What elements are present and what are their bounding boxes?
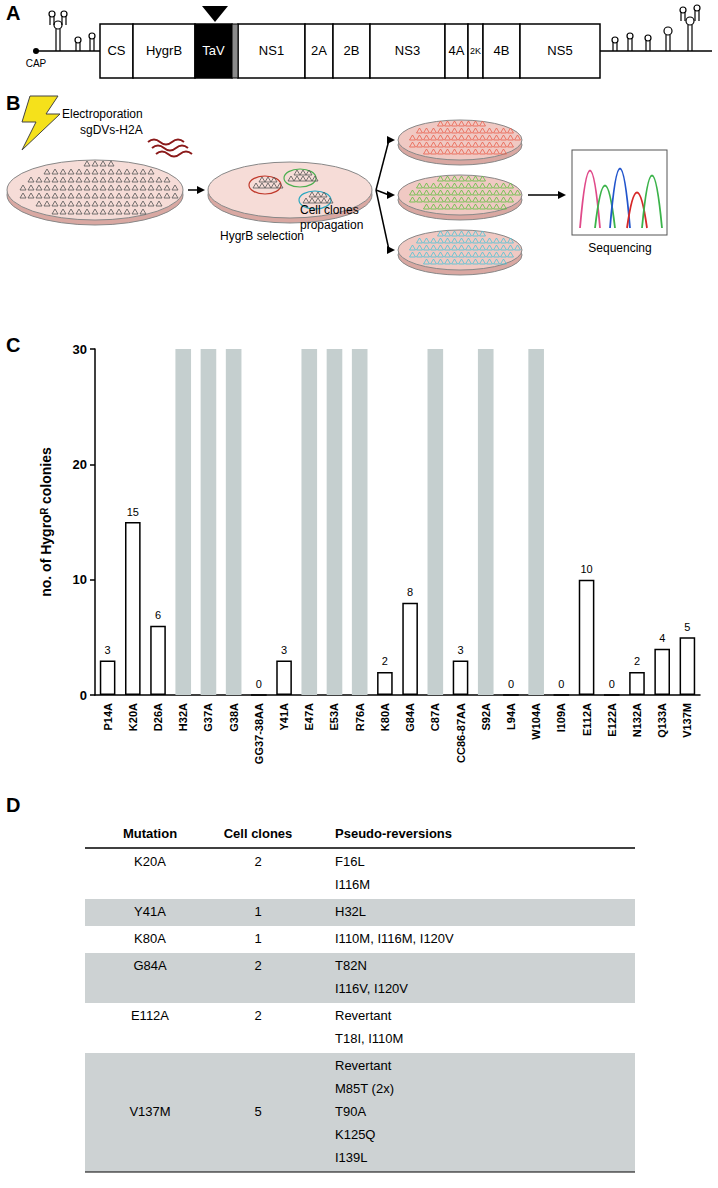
svg-text:TaV: TaV bbox=[202, 43, 225, 58]
svg-text:NS5: NS5 bbox=[547, 43, 572, 58]
svg-text:C: C bbox=[6, 334, 20, 356]
svg-text:D: D bbox=[6, 794, 20, 816]
svg-text:Pseudo-reversions: Pseudo-reversions bbox=[335, 826, 452, 841]
svg-text:5: 5 bbox=[254, 1104, 261, 1119]
svg-text:E122A: E122A bbox=[606, 703, 618, 737]
svg-text:NS1: NS1 bbox=[259, 43, 284, 58]
svg-text:B: B bbox=[6, 92, 20, 114]
svg-text:I109A: I109A bbox=[555, 703, 567, 732]
svg-text:I116V, I120V: I116V, I120V bbox=[335, 981, 408, 996]
svg-text:Y41A: Y41A bbox=[134, 904, 166, 919]
svg-text:2: 2 bbox=[382, 655, 388, 667]
svg-text:8: 8 bbox=[407, 586, 413, 598]
svg-text:E112A: E112A bbox=[581, 703, 593, 736]
svg-text:30: 30 bbox=[73, 342, 87, 357]
svg-text:Cell clones: Cell clones bbox=[300, 203, 359, 217]
svg-text:V137M: V137M bbox=[129, 1104, 170, 1119]
svg-text:Q133A: Q133A bbox=[656, 703, 668, 738]
svg-text:K80A: K80A bbox=[379, 703, 391, 731]
svg-text:I139L: I139L bbox=[335, 1150, 368, 1165]
svg-text:propagation: propagation bbox=[300, 218, 363, 232]
svg-text:10: 10 bbox=[580, 563, 592, 575]
svg-text:0: 0 bbox=[508, 678, 514, 690]
svg-text:10: 10 bbox=[73, 572, 87, 587]
svg-text:N132A: N132A bbox=[631, 703, 643, 737]
svg-text:no. of Hygroᴿ colonies: no. of Hygroᴿ colonies bbox=[38, 447, 54, 597]
svg-text:I110M, I116M, I120V: I110M, I116M, I120V bbox=[335, 931, 454, 946]
svg-text:I116M: I116M bbox=[335, 877, 370, 892]
svg-text:Cell clones: Cell clones bbox=[224, 826, 293, 841]
svg-text:E47A: E47A bbox=[303, 703, 315, 731]
svg-text:0: 0 bbox=[256, 678, 262, 690]
svg-text:5: 5 bbox=[684, 621, 690, 633]
svg-text:H32L: H32L bbox=[335, 904, 366, 919]
svg-text:M85T (2x): M85T (2x) bbox=[335, 1081, 394, 1096]
svg-text:P14A: P14A bbox=[102, 703, 114, 731]
svg-text:A: A bbox=[6, 2, 20, 24]
svg-text:3: 3 bbox=[457, 644, 463, 656]
svg-text:F16L: F16L bbox=[335, 854, 365, 869]
svg-text:G37A: G37A bbox=[202, 703, 214, 732]
svg-text:E112A: E112A bbox=[131, 1008, 169, 1023]
svg-text:2K: 2K bbox=[470, 46, 481, 56]
svg-text:20: 20 bbox=[73, 457, 87, 472]
svg-text:15: 15 bbox=[127, 506, 139, 518]
svg-text:T82N: T82N bbox=[335, 958, 367, 973]
svg-text:G84A: G84A bbox=[404, 703, 416, 732]
svg-text:G84A: G84A bbox=[133, 958, 167, 973]
svg-text:1: 1 bbox=[254, 904, 261, 919]
svg-text:0: 0 bbox=[558, 678, 564, 690]
svg-text:Electroporation: Electroporation bbox=[62, 107, 143, 121]
svg-text:4B: 4B bbox=[494, 43, 510, 58]
svg-text:HygrB selection: HygrB selection bbox=[220, 229, 304, 243]
svg-text:0: 0 bbox=[609, 678, 615, 690]
svg-text:4: 4 bbox=[659, 632, 665, 644]
svg-text:K80A: K80A bbox=[134, 931, 166, 946]
svg-text:NS3: NS3 bbox=[395, 43, 420, 58]
svg-text:CS: CS bbox=[107, 43, 125, 58]
svg-text:CC86-87AA: CC86-87AA bbox=[455, 703, 467, 763]
svg-text:GG37-38AA: GG37-38AA bbox=[253, 703, 265, 764]
svg-text:C87A: C87A bbox=[429, 703, 441, 731]
svg-text:R76A: R76A bbox=[354, 703, 366, 731]
svg-text:2: 2 bbox=[254, 1008, 261, 1023]
svg-text:2: 2 bbox=[254, 958, 261, 973]
svg-text:3: 3 bbox=[281, 644, 287, 656]
svg-text:Revertant: Revertant bbox=[335, 1058, 392, 1073]
svg-text:D26A: D26A bbox=[152, 703, 164, 731]
svg-text:K20A: K20A bbox=[127, 703, 139, 731]
svg-text:T18I, I110M: T18I, I110M bbox=[335, 1031, 403, 1046]
svg-text:2: 2 bbox=[254, 854, 261, 869]
svg-text:V137M: V137M bbox=[681, 703, 693, 738]
svg-text:1: 1 bbox=[254, 931, 261, 946]
svg-text:L94A: L94A bbox=[505, 703, 517, 730]
svg-text:2B: 2B bbox=[344, 43, 360, 58]
svg-text:CAP: CAP bbox=[26, 58, 47, 69]
svg-text:4A: 4A bbox=[449, 43, 465, 58]
svg-text:2: 2 bbox=[634, 655, 640, 667]
svg-text:H32A: H32A bbox=[177, 703, 189, 731]
svg-text:Revertant: Revertant bbox=[335, 1008, 392, 1023]
svg-text:S92A: S92A bbox=[480, 703, 492, 731]
svg-text:0: 0 bbox=[80, 688, 87, 703]
svg-text:K125Q: K125Q bbox=[335, 1127, 375, 1142]
svg-text:E53A: E53A bbox=[328, 703, 340, 731]
svg-text:T90A: T90A bbox=[335, 1104, 366, 1119]
svg-text:Sequencing: Sequencing bbox=[588, 241, 651, 255]
svg-text:6: 6 bbox=[155, 609, 161, 621]
svg-text:K20A: K20A bbox=[134, 854, 166, 869]
svg-text:HygrB: HygrB bbox=[146, 43, 182, 58]
svg-text:3: 3 bbox=[105, 644, 111, 656]
svg-text:Y41A: Y41A bbox=[278, 703, 290, 731]
svg-text:2A: 2A bbox=[311, 43, 327, 58]
svg-text:W104A: W104A bbox=[530, 703, 542, 740]
svg-text:Mutation: Mutation bbox=[123, 826, 177, 841]
svg-text:G38A: G38A bbox=[228, 703, 240, 732]
svg-text:sgDVs-H2A: sgDVs-H2A bbox=[80, 123, 143, 137]
